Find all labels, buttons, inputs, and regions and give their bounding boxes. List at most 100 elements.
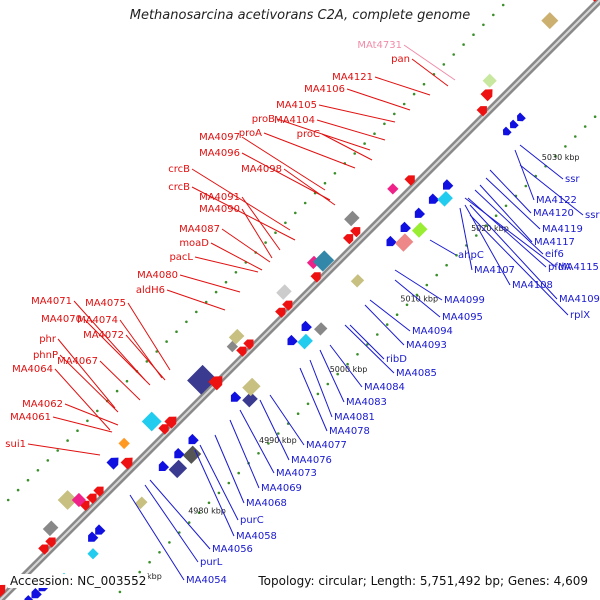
- gene-arrow[interactable]: [24, 595, 34, 600]
- left-gene-label[interactable]: MA4080: [137, 270, 178, 281]
- left-gene-label[interactable]: moaD: [179, 238, 209, 249]
- right-gene-label[interactable]: pfdA: [548, 262, 571, 273]
- right-gene-label[interactable]: MA4094: [412, 326, 453, 337]
- left-gene-label[interactable]: MA4061: [10, 412, 51, 423]
- gene-box[interactable]: [350, 274, 365, 288]
- gene-box[interactable]: [387, 183, 399, 195]
- left-gene-label[interactable]: MA4098: [241, 164, 282, 175]
- right-gene-label[interactable]: eif6: [545, 249, 564, 260]
- right-gene-label[interactable]: MA4115: [558, 262, 599, 273]
- gene-box[interactable]: [541, 12, 559, 30]
- gene-arrow[interactable]: [414, 207, 425, 218]
- right-gene-label[interactable]: MA4122: [536, 195, 577, 206]
- right-gene-label[interactable]: MA4117: [534, 237, 575, 248]
- left-gene-label[interactable]: MA4075: [85, 298, 126, 309]
- right-gene-label[interactable]: MA4054: [186, 575, 227, 586]
- left-gene-label[interactable]: phnP: [33, 350, 58, 361]
- gene-arrow[interactable]: [188, 433, 199, 445]
- gene-box[interactable]: [87, 548, 99, 560]
- left-gene-label[interactable]: MA4097: [199, 132, 240, 143]
- right-gene-label[interactable]: MA4108: [512, 280, 553, 291]
- gene-box[interactable]: [187, 364, 217, 395]
- left-gene-label[interactable]: MA4087: [179, 224, 220, 235]
- gene-arrow[interactable]: [230, 391, 242, 402]
- gene-box[interactable]: [71, 492, 86, 508]
- left-gene-label[interactable]: MA4064: [12, 364, 53, 375]
- gene-arrow[interactable]: [45, 537, 56, 548]
- right-gene-label[interactable]: MA4076: [291, 455, 332, 466]
- right-gene-label[interactable]: MA4093: [406, 340, 447, 351]
- right-gene-label[interactable]: MA4084: [364, 382, 405, 393]
- left-gene-label[interactable]: MA4104: [274, 115, 315, 126]
- right-gene-label[interactable]: ssr: [565, 174, 580, 185]
- right-gene-label[interactable]: MA4099: [444, 295, 485, 306]
- left-gene-label[interactable]: MA4074: [77, 315, 118, 326]
- gene-arrow[interactable]: [404, 175, 415, 186]
- right-gene-label[interactable]: MA4109: [559, 294, 600, 305]
- gene-box[interactable]: [312, 250, 335, 272]
- gene-box[interactable]: [57, 490, 78, 510]
- gene-box[interactable]: [226, 340, 238, 353]
- gene-box[interactable]: [118, 437, 130, 450]
- gene-box[interactable]: [437, 191, 453, 207]
- gene-box[interactable]: [276, 284, 292, 300]
- right-gene-label[interactable]: purL: [200, 557, 223, 568]
- gene-arrow[interactable]: [502, 126, 512, 136]
- gene-box[interactable]: [395, 233, 414, 252]
- right-gene-label[interactable]: MA4085: [396, 368, 437, 379]
- right-gene-label[interactable]: ahpC: [458, 250, 484, 261]
- right-gene-label[interactable]: MA4120: [533, 208, 574, 219]
- gene-box[interactable]: [141, 411, 162, 432]
- gene-box[interactable]: [314, 322, 328, 336]
- gene-arrow[interactable]: [243, 339, 254, 350]
- gene-arrow[interactable]: [93, 486, 104, 497]
- gene-box[interactable]: [242, 377, 261, 397]
- left-gene-label[interactable]: proA: [239, 128, 262, 139]
- gene-arrow[interactable]: [301, 320, 312, 331]
- pink-gene-label[interactable]: MAt4731: [357, 40, 402, 51]
- right-gene-label[interactable]: MA4056: [212, 544, 253, 555]
- gene-box[interactable]: [134, 496, 148, 510]
- gene-arrow[interactable]: [282, 300, 293, 311]
- gene-arrow[interactable]: [443, 179, 454, 190]
- gene-box[interactable]: [482, 73, 497, 88]
- left-gene-label[interactable]: MA4091: [199, 192, 240, 203]
- right-gene-label[interactable]: MA4058: [236, 531, 277, 542]
- gene-arrow[interactable]: [350, 227, 361, 238]
- right-gene-label[interactable]: MA4069: [261, 483, 302, 494]
- left-gene-label[interactable]: MA4105: [276, 100, 317, 111]
- gene-arrow[interactable]: [476, 106, 487, 117]
- right-gene-label[interactable]: rplX: [570, 310, 590, 321]
- gene-box[interactable]: [168, 459, 188, 479]
- gene-arrow[interactable]: [428, 193, 440, 204]
- gene-arrow[interactable]: [0, 584, 6, 597]
- gene-arrow[interactable]: [480, 89, 493, 102]
- left-gene-label[interactable]: aldH6: [136, 285, 165, 296]
- gene-box[interactable]: [42, 520, 59, 537]
- gene-arrow[interactable]: [310, 272, 321, 283]
- gene-box[interactable]: [411, 222, 428, 238]
- left-gene-label[interactable]: MA4096: [199, 148, 240, 159]
- left-gene-label[interactable]: MA4072: [83, 330, 124, 341]
- gene-arrow[interactable]: [86, 493, 97, 504]
- left-gene-label[interactable]: MA4071: [31, 296, 72, 307]
- left-gene-label[interactable]: MA4070: [41, 314, 82, 325]
- gene-box[interactable]: [182, 445, 202, 464]
- right-gene-label[interactable]: MA4077: [306, 440, 347, 451]
- gene-arrow[interactable]: [236, 346, 247, 357]
- right-gene-label[interactable]: MA4107: [474, 265, 515, 276]
- left-gene-label[interactable]: sui1: [5, 439, 26, 450]
- gene-box[interactable]: [297, 333, 313, 350]
- gene-box[interactable]: [344, 210, 360, 227]
- left-gene-label[interactable]: MA4067: [57, 356, 98, 367]
- gene-box[interactable]: [228, 328, 245, 345]
- right-gene-label[interactable]: MA4081: [334, 412, 375, 423]
- gene-arrow[interactable]: [164, 416, 177, 429]
- left-gene-label[interactable]: pan: [391, 54, 410, 65]
- gene-arrow[interactable]: [158, 460, 169, 471]
- gene-box[interactable]: [242, 391, 258, 408]
- gene-arrow[interactable]: [588, 0, 598, 2]
- left-gene-label[interactable]: proB: [252, 114, 275, 125]
- left-gene-label[interactable]: proC: [297, 129, 320, 140]
